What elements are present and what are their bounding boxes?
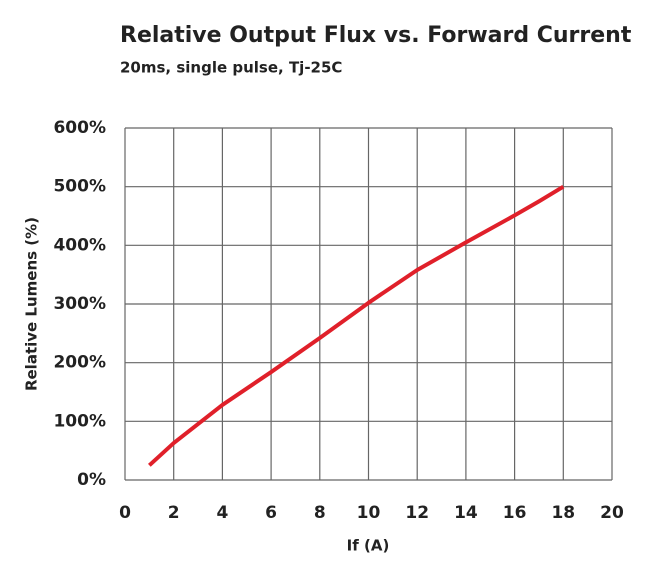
y-tick-label: 0% [77, 470, 106, 490]
data-line [147, 184, 565, 467]
chart-subtitle: 20ms, single pulse, Tj-25C [120, 59, 342, 77]
y-axis-label: Relative Lumens (%) [23, 217, 41, 391]
x-tick-label: 16 [503, 503, 527, 523]
x-tick-label: 4 [216, 503, 228, 523]
x-tick-label: 10 [357, 503, 381, 523]
x-tick-label: 6 [265, 503, 277, 523]
x-tick-label: 20 [600, 503, 624, 523]
x-tick-label: 2 [168, 503, 180, 523]
x-tick-label: 0 [119, 503, 131, 523]
y-tick-label: 400% [53, 235, 106, 255]
chart-title: Relative Output Flux vs. Forward Current [120, 23, 632, 48]
x-tick-label: 18 [551, 503, 575, 523]
x-tick-label: 12 [405, 503, 429, 523]
y-tick-label: 200% [53, 353, 106, 373]
y-tick-label: 300% [53, 294, 106, 314]
y-tick-label: 100% [53, 411, 106, 431]
x-tick-label: 14 [454, 503, 478, 523]
x-axis-label: If (A) [347, 537, 390, 555]
y-tick-label: 500% [53, 177, 106, 197]
y-tick-label: 600% [53, 118, 106, 138]
x-tick-label: 8 [314, 503, 326, 523]
